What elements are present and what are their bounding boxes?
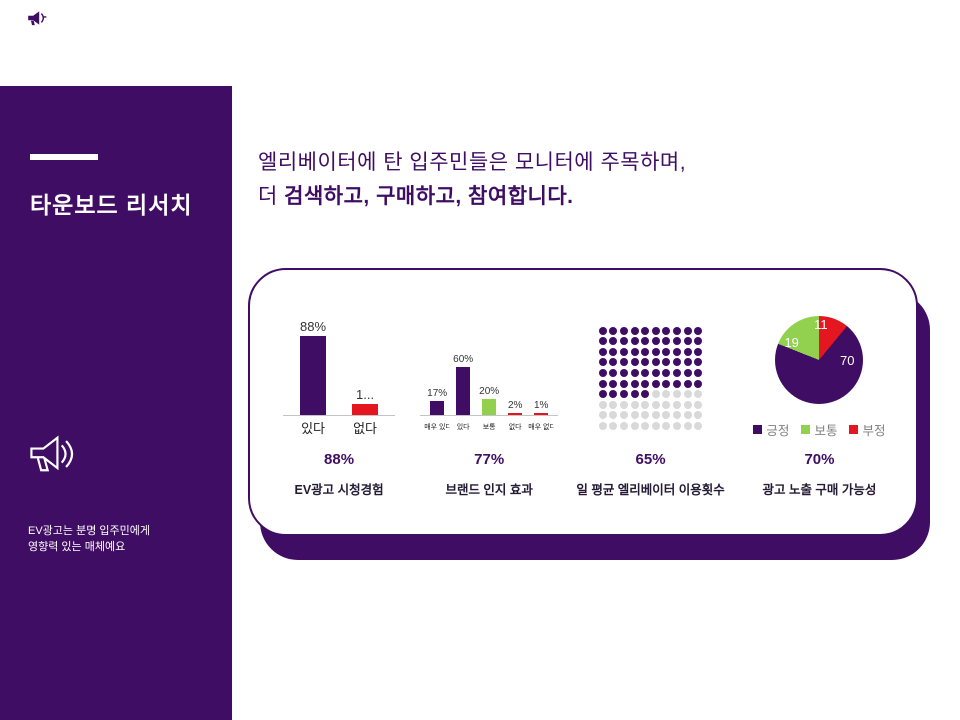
pie-label-neutral: 19 bbox=[784, 335, 799, 350]
bar-plot: 17% 60% 20% 2% 1% bbox=[420, 354, 559, 416]
pie-block: 70 19 11 긍정 보통 부정 bbox=[753, 316, 885, 438]
legend-swatch-positive bbox=[753, 424, 763, 434]
chart-brand-awareness: 17% 60% 20% 2% 1% 매우 있다 있다 보통 없다 매우 없다 77% 브랜드 인… bbox=[414, 270, 564, 534]
heading-line2-normal: 더 bbox=[258, 184, 285, 208]
chart4-title: 광고 노출 구매 가능성 bbox=[762, 483, 877, 497]
chart1-zone: 88% 1... 있다 없다 bbox=[264, 270, 414, 438]
chart4-headline: 70% bbox=[804, 450, 835, 468]
legend-swatch-negative bbox=[849, 424, 859, 434]
chart-elevator-usage: 65% 일 평균 엘리베이터 이용횟수 bbox=[564, 270, 737, 534]
legend-label-positive: 긍정 bbox=[766, 423, 790, 438]
megaphone-logo-icon bbox=[28, 11, 47, 26]
chart-purchase-likelihood: 70 19 11 긍정 보통 부정 70% 광고 노출 구매 가능성 bbox=[737, 270, 902, 534]
legend-swatch-neutral bbox=[801, 424, 811, 434]
sidebar-note: EV광고는 분명 입주민에게 영향력 있는 매체예요 bbox=[28, 524, 150, 556]
chart1-title: EV광고 시청경험 bbox=[294, 483, 384, 497]
chart3-zone bbox=[564, 270, 737, 438]
chart4-zone: 70 19 11 긍정 보통 부정 bbox=[737, 270, 902, 438]
chart-ev-ad-experience: 88% 1... 있다 없다 88% EV광고 시청경험 bbox=[264, 270, 414, 534]
pie-label-negative: 11 bbox=[814, 317, 828, 332]
chart2-zone: 17% 60% 20% 2% 1% 매우 있다 있다 보통 없다 매우 없다 bbox=[414, 270, 564, 438]
pie-chart: 70 19 11 bbox=[775, 316, 864, 404]
card: 88% 1... 있다 없다 88% EV광고 시청경험 17% 60% 20% 2% 1%… bbox=[248, 268, 918, 536]
x-axis-labels: 매우 있다 있다 보통 없다 매우 없다 bbox=[424, 424, 555, 431]
legend-positive: 긍정 bbox=[753, 420, 789, 439]
legend-negative: 부정 bbox=[849, 420, 885, 439]
slide-heading: 엘리베이터에 탄 입주민들은 모니터에 주목하며, 더 검색하고, 구매하고, … bbox=[258, 146, 686, 213]
sidebar-note-line2: 영향력 있는 매체예요 bbox=[28, 540, 126, 553]
legend-label-neutral: 보통 bbox=[814, 423, 838, 438]
chart2-title: 브랜드 인지 효과 bbox=[445, 483, 533, 497]
sidebar: 타운보드 리서치 EV광고는 분명 입주민에게 영향력 있는 매체예요 bbox=[0, 86, 232, 720]
chart2-headline: 77% bbox=[474, 450, 505, 468]
sidebar-note-line1: EV광고는 분명 입주민에게 bbox=[28, 525, 150, 537]
bar-plot: 88% 1... bbox=[283, 319, 396, 416]
sidebar-title: 타운보드 리서치 bbox=[30, 192, 193, 218]
heading-line1: 엘리베이터에 탄 입주민들은 모니터에 주목하며, bbox=[258, 151, 687, 174]
pie-label-positive: 70 bbox=[839, 353, 855, 368]
legend-label-negative: 부정 bbox=[862, 423, 886, 438]
heading-line2-bold: 검색하고, 구매하고, 참여합니다. bbox=[284, 184, 574, 208]
chart3-headline: 65% bbox=[635, 450, 666, 468]
heading-line2: 더 검색하고, 구매하고, 참여합니다. bbox=[258, 180, 686, 214]
chart1-headline: 88% bbox=[324, 450, 355, 468]
x-axis-labels: 있다 없다 bbox=[301, 420, 378, 436]
chart3-title: 일 평균 엘리베이터 이용횟수 bbox=[576, 483, 725, 497]
megaphone-icon bbox=[30, 435, 74, 472]
accent-line bbox=[30, 154, 98, 160]
legend-neutral: 보통 bbox=[801, 420, 837, 439]
dot-matrix bbox=[598, 326, 703, 430]
research-card: 88% 1... 있다 없다 88% EV광고 시청경험 17% 60% 20% 2% 1%… bbox=[248, 268, 930, 560]
pie-legend: 긍정 보통 부정 bbox=[753, 420, 885, 438]
